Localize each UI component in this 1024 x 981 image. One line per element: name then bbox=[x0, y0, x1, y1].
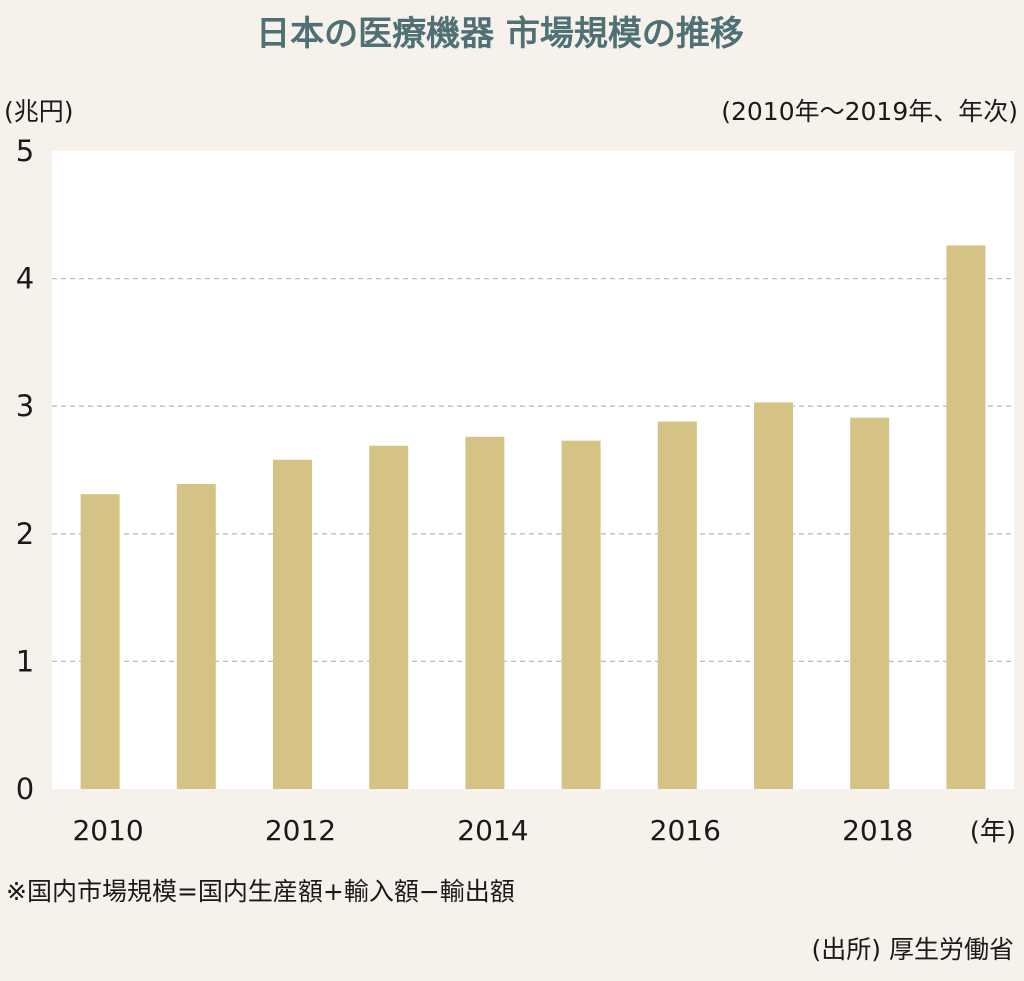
bar-2018 bbox=[850, 417, 890, 789]
bar-2016 bbox=[657, 421, 697, 789]
bar-2017 bbox=[754, 402, 793, 789]
y-tick-label: 1 bbox=[16, 644, 34, 678]
x-tick-label: 2016 bbox=[650, 814, 721, 847]
x-tick-label: 2014 bbox=[457, 814, 528, 847]
bar-2014 bbox=[465, 436, 505, 789]
bar-2012 bbox=[273, 459, 312, 789]
x-tick-label: 2010 bbox=[72, 814, 143, 847]
x-tick-label: 2012 bbox=[265, 814, 336, 847]
x-axis-unit-label: (年) bbox=[970, 817, 1016, 847]
source-label: (出所) 厚生労働省 bbox=[811, 935, 1014, 964]
y-axis-ticks: 0 1 2 3 4 5 bbox=[16, 134, 34, 806]
bar-2010 bbox=[80, 494, 120, 789]
footnote: ※国内市場規模=国内生産額+輸入額−輸出額 bbox=[6, 877, 515, 906]
y-tick-label: 5 bbox=[16, 134, 34, 168]
bar-2011 bbox=[176, 484, 216, 789]
period-label: (2010年〜2019年、年次) bbox=[721, 97, 1018, 126]
chart-title: 日本の医療機器 市場規模の推移 bbox=[256, 14, 744, 54]
y-tick-label: 3 bbox=[16, 389, 34, 423]
x-axis-ticks: 2010 2012 2014 2016 2018 (年) bbox=[72, 814, 1016, 847]
bar-2019 bbox=[946, 245, 986, 789]
y-tick-label: 4 bbox=[16, 262, 34, 296]
x-tick-label: 2018 bbox=[842, 814, 913, 847]
bar-chart: 0 1 2 3 4 5 2010 2012 2014 2016 2018 (年) bbox=[16, 134, 1016, 847]
bars bbox=[80, 245, 986, 789]
bar-2015 bbox=[561, 440, 601, 789]
y-axis-unit-label: (兆円) bbox=[4, 97, 74, 126]
y-tick-label: 0 bbox=[16, 772, 34, 806]
y-tick-label: 2 bbox=[16, 517, 34, 551]
bar-2013 bbox=[369, 445, 409, 789]
